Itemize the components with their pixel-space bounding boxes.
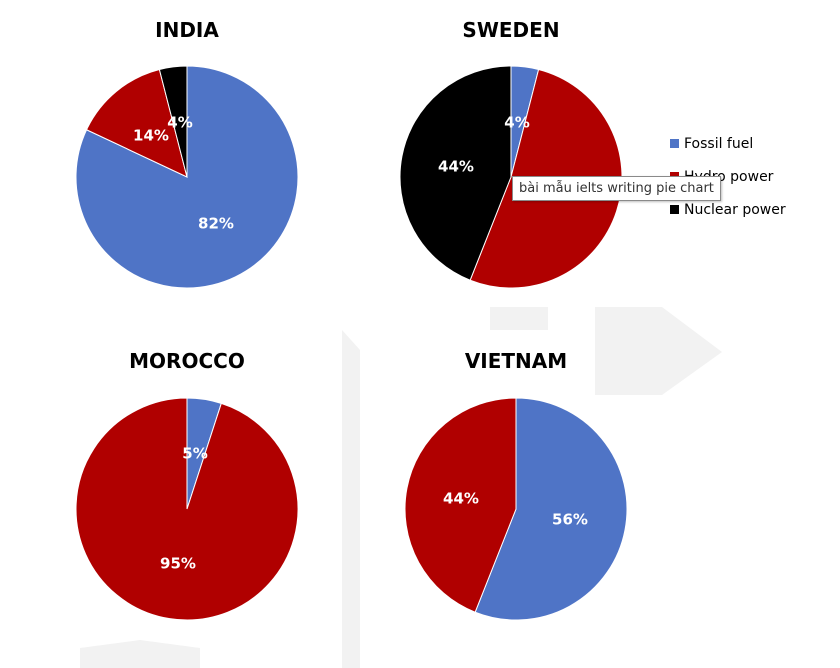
watermark [80, 307, 722, 668]
data-label-fossil-fuel: 56% [552, 511, 588, 529]
chart-title: MOROCCO [129, 349, 245, 373]
pie-chart-india: INDIA 82% 14%4% [75, 18, 299, 289]
pie-slice-nuclear-power [399, 65, 512, 281]
data-label-fossil-fuel: 4% [504, 114, 529, 132]
data-label-hydro-power: 95% [160, 555, 196, 573]
pie-slice-hydro-power [85, 68, 188, 178]
pie-slice-hydro-power [404, 397, 517, 613]
pie-slice-hydro-power [75, 397, 299, 621]
legend-swatch-fossil-fuel [670, 139, 679, 148]
legend-label-fossil-fuel: Fossil fuel [684, 136, 753, 152]
legend-label-nuclear-power: Nuclear power [684, 202, 786, 218]
pie-chart-vietnam: VIETNAM 56% 44% [404, 349, 628, 621]
pie-slice-fossil-fuel [474, 397, 628, 621]
data-label-hydro-power: 44% [443, 490, 479, 508]
data-label-nuclear-power: 4% [167, 114, 192, 132]
chart-title: INDIA [155, 18, 219, 42]
legend-swatch-nuclear-power [670, 205, 679, 214]
tooltip: bài mẫu ielts writing pie chart [512, 176, 721, 201]
data-label-fossil-fuel: 5% [182, 445, 207, 463]
pie-chart-morocco: MOROCCO 5% 95% [75, 349, 299, 621]
chart-title: SWEDEN [462, 18, 559, 42]
pie-slice-nuclear-power [158, 65, 188, 178]
data-label-nuclear-power: 44% [438, 158, 474, 176]
pie-chart-sweden: SWEDEN 4% 44% [399, 18, 623, 289]
chart-title: VIETNAM [465, 349, 567, 373]
data-label-fossil-fuel: 82% [198, 215, 234, 233]
data-label-hydro-power: 14% [133, 127, 169, 145]
